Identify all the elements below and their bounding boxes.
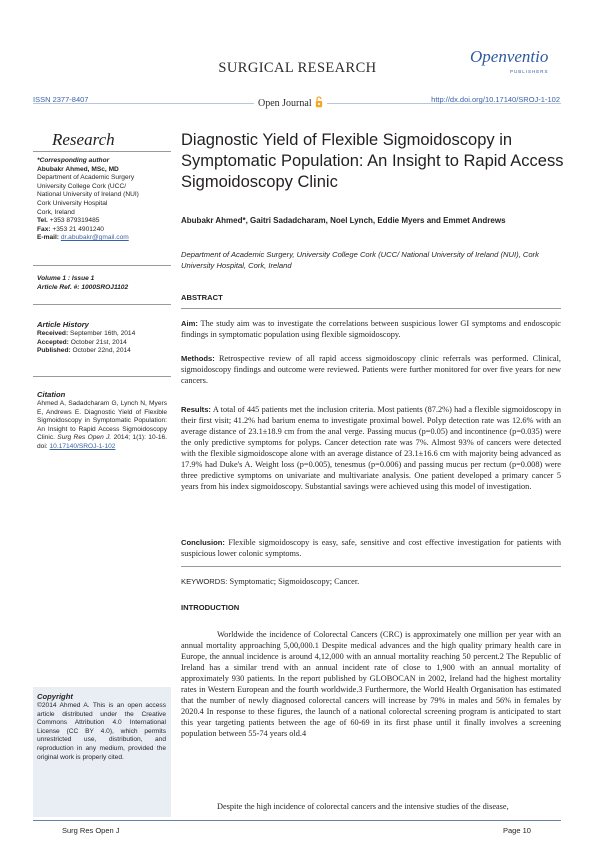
footer-rule [33, 820, 561, 821]
fax-label: Fax: [37, 225, 51, 233]
page-number: Page 10 [503, 826, 531, 835]
keywords-label: KEYWORDS: [181, 577, 228, 586]
publisher-logo: Openventio PUBLISHERS [470, 47, 570, 77]
author-address-line: Cork University Hospital [37, 199, 108, 207]
published-date: October 22nd, 2014 [72, 347, 131, 355]
received-date: September 16th, 2014 [70, 330, 136, 337]
tel-value: +353 879319485 [49, 217, 100, 225]
aim-label: Aim: [181, 319, 198, 328]
citation-tail: 2014; 1(1): 10-16. doi: [37, 434, 167, 450]
methods-text: Retrospective review of all rapid access… [181, 354, 561, 385]
corresponding-author-block: *Corresponding author Abubakr Ahmed, MSc… [37, 157, 171, 243]
keywords: KEYWORDS: Symptomatic; Sigmoidoscopy; Ca… [181, 576, 561, 587]
results-label: Results: [181, 405, 211, 414]
sidebar-rule [33, 151, 171, 152]
abstract-heading: ABSTRACT [181, 293, 223, 302]
article-title: Diagnostic Yield of Flexible Sigmoidosco… [181, 131, 564, 191]
tel-label: Tel. [37, 217, 48, 225]
journal-name: SURGICAL RESEARCH [218, 60, 377, 76]
volume-issue: Volume 1 : Issue 1 [37, 275, 95, 282]
email-label: E-mail: [37, 234, 59, 242]
open-journal-label: Open Journal [254, 96, 328, 109]
citation-journal: Surg Res Open J. [57, 434, 112, 442]
corresponding-author-label: *Corresponding author [37, 157, 110, 164]
abstract-rule [181, 308, 561, 309]
copyright-box: Copyright ©2014 Ahmed A. This is an open… [33, 687, 171, 817]
corresponding-author-name: Abubakr Ahmed, MSc, MD [37, 165, 119, 173]
article-history-heading: Article History [37, 320, 89, 329]
citation-block: Citation Ahmed A, Sadadcharam G, Lynch N… [37, 390, 167, 452]
abstract-methods: Methods: Retrospective review of all rap… [181, 353, 561, 386]
abstract-conclusion: Conclusion: Flexible sigmoidoscopy is ea… [181, 537, 561, 559]
accepted-label: Accepted: [37, 338, 69, 346]
keywords-text: Symptomatic; Sigmoidoscopy; Cancer. [229, 577, 360, 586]
volume-block: Volume 1 : Issue 1 Article Ref. #: 1000S… [37, 275, 171, 292]
conclusion-text: Flexible sigmoidoscopy is easy, safe, se… [181, 538, 562, 558]
sidebar-rule [33, 265, 171, 266]
aim-text: The study aim was to investigate the cor… [181, 319, 561, 339]
article-category: Research [52, 130, 115, 149]
author-address-line: National University of Ireland (NUI) [37, 191, 139, 199]
accepted-date: October 21st, 2014 [70, 338, 127, 346]
open-access-icon [315, 96, 323, 108]
abstract-results: Results: A total of 445 patients met the… [181, 404, 561, 492]
citation-doi-link[interactable]: 10.17140/SROJ-1-102 [49, 442, 116, 450]
article-history-block: Article History Received: September 16th… [37, 320, 171, 356]
abstract-aim: Aim: The study aim was to investigate th… [181, 318, 561, 340]
introduction-paragraph: Worldwide the incidence of Colorectal Ca… [181, 630, 561, 738]
email-link[interactable]: dr.abubakr@gmail.com [60, 234, 129, 242]
author-address-line: Department of Academic Surgery [37, 174, 135, 182]
affiliation: Department of Academic Surgery, Universi… [181, 250, 539, 270]
published-label: Published: [37, 347, 71, 355]
results-text: A total of 445 patients met the inclusio… [181, 405, 561, 491]
copyright-heading: Copyright [37, 692, 73, 701]
methods-label: Methods: [181, 354, 215, 363]
received-label: Received: [37, 330, 69, 337]
author-list: Abubakr Ahmed*, Gaitri Sadadcharam, Noel… [181, 216, 506, 225]
citation-text: Ahmed A, Sadadcharam G, Lynch N, Myers E… [37, 400, 167, 442]
copyright-text: ©2014 Ahmed A. This is an open access ar… [37, 702, 166, 761]
open-journal-text: Open Journal [258, 98, 312, 109]
doi-link[interactable]: http://dx.doi.org/10.17140/SROJ-1-102 [431, 95, 560, 104]
publisher-logo-text: Openventio [470, 47, 549, 66]
fax-value: +353 21 4901240 [52, 225, 104, 233]
conclusion-label: Conclusion: [181, 538, 225, 547]
introduction-paragraph: Despite the high incidence of colorectal… [217, 802, 509, 811]
article-ref: Article Ref. #: 1000SROJ1102 [37, 283, 129, 291]
publisher-logo-subtext: PUBLISHERS [510, 69, 549, 74]
issn: ISSN 2377-8407 [33, 95, 89, 104]
keywords-rule [181, 566, 561, 567]
citation-heading: Citation [37, 390, 66, 399]
introduction-heading: INTRODUCTION [181, 603, 240, 612]
sidebar-rule [33, 376, 171, 377]
author-address-line: University College Cork (UCC/ [37, 182, 127, 190]
sidebar-rule [33, 304, 171, 305]
footer-journal: Surg Res Open J [62, 826, 120, 835]
author-address-line: Cork, Ireland [37, 208, 75, 216]
